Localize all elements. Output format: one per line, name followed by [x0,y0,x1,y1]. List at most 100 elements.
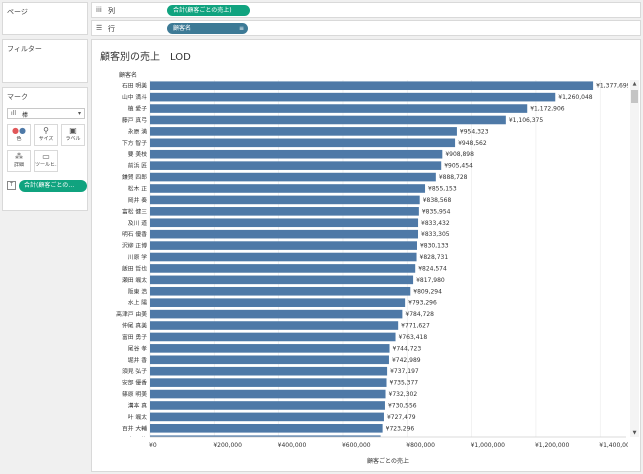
size-label: サイズ [38,136,54,142]
value-label: ¥735,377 [390,380,419,387]
columns-field-pill[interactable]: 合計(顧客ごとの売上) [167,5,250,16]
category-label: 植 愛子 [128,105,147,113]
value-label: ¥954,323 [460,128,489,135]
x-tick-label: ¥400,000 [278,442,307,449]
value-label: ¥793,296 [408,300,437,307]
rows-label: 行 [108,25,115,33]
category-label: 溝本 真 [128,401,147,409]
size-button[interactable]: ⚲ サイズ [34,124,58,146]
bar [150,435,381,437]
sort-descending-icon[interactable]: ≡ [238,25,244,32]
filters-title: フィルター [7,45,42,53]
bar [150,309,403,319]
value-label: ¥948,562 [458,140,487,147]
viz-area: 顧客別の売上 LOD 顧客名 石田 明美 ¥1,377,699 山中 満斗 ¥1,26… [91,39,641,472]
bar [150,81,594,91]
value-label: ¥1,260,048 [558,94,593,101]
size-icon: ⚲ [43,126,49,135]
category-label: 篠原 明美 [122,390,147,398]
bar [150,344,390,353]
category-label: 永原 満 [128,127,147,135]
x-tick-label: ¥1,000,000 [471,442,506,449]
bar [150,172,436,182]
bar [150,366,388,376]
bar [150,218,419,228]
value-label: ¥1,172,906 [530,106,565,113]
bar [150,355,389,365]
category-label: 沢柳 正博 [122,242,147,250]
category-label: 阪東 浩 [128,287,147,295]
category-label: 明石 優香 [122,230,147,238]
category-label: 堀井 香 [128,356,147,364]
rows-icon: ☰ [96,24,103,32]
color-button[interactable]: ●● 色 [7,124,31,146]
bar [150,127,457,136]
bar [150,378,387,387]
value-label: ¥833,305 [421,231,450,238]
x-tick-label: ¥1,400,000 [599,442,628,449]
vertical-scrollbar[interactable]: ▲ ▼ [630,80,639,437]
value-label: ¥888,728 [439,174,468,181]
columns-label: 列 [108,7,115,15]
x-tick-label: ¥200,000 [213,442,242,449]
bar-chart: 石田 明美 ¥1,377,699 山中 満斗 ¥1,260,048 植 愛子 ¥1,172… [116,80,628,449]
bar [150,332,396,342]
bar [150,92,556,102]
bar [150,115,506,125]
marks-field-pill[interactable]: 合計(顧客ごとの… [19,180,87,192]
rows-shelf[interactable]: ☰ 行 顧客名 ≡ [91,20,641,36]
value-label: ¥855,153 [428,185,457,192]
mark-type-label: 棒 [22,112,29,119]
bar [150,412,384,422]
rows-pill-label: 顧客名 [173,25,192,32]
category-label: 藤戸 真弓 [122,116,147,124]
bar [150,195,420,205]
detail-icon: ⁂ [15,152,23,161]
bar [150,229,419,239]
category-label: 鎌賀 四郎 [122,173,147,181]
color-icon: ●● [12,126,26,135]
detail-label: 詳細 [13,162,24,168]
bar [150,321,399,330]
value-label: ¥763,418 [399,334,428,341]
value-label: ¥905,454 [444,163,473,170]
value-label: ¥1,106,375 [509,117,544,124]
bar [150,184,426,193]
category-label: 富田 勇子 [122,333,147,341]
bar [150,286,411,296]
value-label: ¥730,556 [388,402,417,409]
label-field-icon[interactable]: T [7,181,16,190]
x-tick-label: ¥1,200,000 [535,442,570,449]
category-label: 仲尾 真美 [122,322,147,330]
filters-panel[interactable]: フィルター [2,39,88,83]
category-label: 及川 道 [128,219,147,227]
rows-field-pill[interactable]: 顧客名 ≡ [167,23,248,34]
label-icon: ▣ [69,126,77,135]
row-header: 顧客名 [119,72,138,79]
category-label: 下方 智子 [122,139,147,147]
category-label: 水上 陽 [128,299,147,307]
pages-panel[interactable]: ページ [2,2,88,35]
value-label: ¥824,574 [418,265,447,272]
scroll-down-icon[interactable]: ▼ [632,430,637,436]
scroll-thumb[interactable] [631,90,638,103]
mark-type-dropdown[interactable]: ıll 棒 ▾ [7,108,85,119]
detail-button[interactable]: ⁂ 詳細 [7,150,31,172]
columns-shelf[interactable]: iii 列 合計(顧客ごとの売上) [91,2,641,18]
scroll-up-icon[interactable]: ▲ [632,81,637,87]
category-label: 尾谷 孝 [128,344,147,352]
chevron-down-icon: ▾ [77,110,81,117]
pages-title: ページ [7,8,28,16]
category-label: 松木 正 [128,184,147,192]
bar [150,298,406,307]
value-label: ¥809,294 [413,288,442,295]
marks-title: マーク [7,93,28,101]
bar [150,424,383,433]
bar [150,264,416,273]
tooltip-button[interactable]: ▭ ツールヒ… [34,150,58,172]
columns-icon: iii [96,6,102,14]
x-tick-label: ¥800,000 [406,442,435,449]
label-button[interactable]: ▣ ラベル [61,124,85,146]
value-label: ¥723,296 [386,425,415,432]
category-label: 前浜 匠 [128,162,147,170]
